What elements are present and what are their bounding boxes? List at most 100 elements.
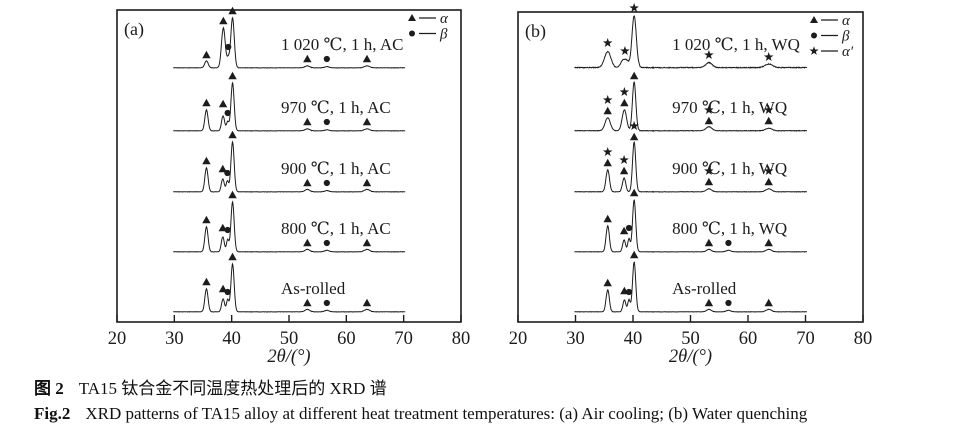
- trace-label: 900 ℃, 1 h, WQ: [672, 159, 787, 178]
- beta-marker-icon: [725, 239, 732, 247]
- x-tick-label: 40: [624, 329, 643, 349]
- alpha-marker-icon: [620, 98, 629, 107]
- xrd-trace: [574, 81, 807, 132]
- legend-phase-label: β: [439, 27, 448, 43]
- xrd-panel-a: 1 020 ℃, 1 h, AC 970 ℃, 1 h, AC 900 ℃, 1 h…: [108, 6, 471, 367]
- alpha-marker-icon: [219, 16, 228, 25]
- x-tick-label: 40: [222, 329, 241, 349]
- trace-label: 970 ℃, 1 h, AC: [281, 98, 391, 117]
- x-tick-label: 30: [165, 329, 184, 349]
- alpha-marker-icon: [764, 298, 773, 307]
- xrd-trace: [574, 199, 807, 253]
- alpha-prime-marker-icon: [763, 52, 774, 62]
- beta-marker-icon: [224, 226, 231, 234]
- alpha-marker-icon: [362, 238, 372, 247]
- trace-label: 1 020 ℃, 1 h, WQ: [672, 35, 800, 54]
- alpha-prime-marker-icon: [620, 46, 630, 56]
- x-tick-label: 80: [854, 329, 873, 349]
- xrd-trace: [173, 200, 406, 253]
- legend-alpha-icon: [810, 16, 818, 23]
- alpha-marker-icon: [202, 98, 211, 107]
- alpha-prime-marker-icon: [602, 38, 613, 48]
- alpha-marker-icon: [218, 99, 228, 108]
- trace-label: 800 ℃, 1 h, WQ: [672, 219, 787, 238]
- trace-label: 1 020 ℃, 1 h, AC: [281, 35, 403, 54]
- beta-marker-icon: [224, 109, 231, 117]
- alpha-prime-marker-icon: [602, 147, 613, 157]
- alpha-prime-marker-icon: [619, 155, 629, 165]
- x-tick-label: 80: [452, 329, 471, 349]
- alpha-marker-icon: [228, 252, 237, 261]
- alpha-marker-icon: [629, 132, 639, 141]
- xrd-panel-b: 1 020 ℃, 1 h, WQ 970 ℃, 1 h, WQ 900 ℃, 1 h…: [509, 3, 873, 367]
- alpha-marker-icon: [218, 164, 227, 173]
- caption-en-prefix: Fig.2: [34, 404, 71, 423]
- panel-tag: (b): [525, 21, 546, 42]
- x-axis-label: 2θ/(°): [267, 347, 310, 367]
- alpha-marker-icon: [202, 215, 211, 224]
- legend-phase-label: α′: [842, 44, 854, 60]
- trace-label: As-rolled: [672, 279, 737, 298]
- alpha-marker-icon: [619, 226, 629, 235]
- x-axis-label: 2θ/(°): [669, 347, 712, 367]
- alpha-prime-marker-icon: [704, 166, 714, 176]
- alpha-marker-icon: [704, 238, 714, 247]
- alpha-marker-icon: [704, 116, 714, 125]
- panel-tag: (a): [124, 19, 144, 40]
- beta-marker-icon: [625, 224, 633, 232]
- legend-beta-icon: [811, 32, 817, 39]
- alpha-marker-icon: [362, 298, 372, 307]
- alpha-marker-icon: [303, 298, 312, 307]
- trace-label: 900 ℃, 1 h, AC: [281, 159, 391, 178]
- xrd-trace: [173, 16, 406, 69]
- legend-phase-label: α: [842, 13, 851, 29]
- beta-marker-icon: [323, 299, 330, 307]
- legend-alpha-icon: [408, 14, 416, 21]
- beta-marker-icon: [225, 43, 232, 51]
- alpha-marker-icon: [362, 117, 372, 126]
- caption-cn-prefix: 图 2: [34, 379, 64, 398]
- alpha-prime-marker-icon: [629, 121, 639, 131]
- alpha-prime-marker-icon: [602, 95, 613, 105]
- xrd-trace: [173, 262, 406, 313]
- beta-marker-icon: [224, 288, 231, 296]
- alpha-marker-icon: [619, 166, 629, 175]
- alpha-marker-icon: [603, 214, 612, 223]
- trace-label: 970 ℃, 1 h, WQ: [672, 98, 787, 117]
- alpha-marker-icon: [764, 177, 773, 186]
- xrd-trace: [574, 261, 807, 313]
- beta-marker-icon: [224, 169, 231, 177]
- alpha-marker-icon: [704, 298, 714, 307]
- caption-cn-text: TA15 钛合金不同温度热处理后的 XRD 谱: [78, 379, 387, 398]
- x-tick-label: 70: [796, 329, 815, 349]
- xrd-trace: [574, 15, 808, 70]
- x-tick-label: 30: [566, 329, 585, 349]
- alpha-marker-icon: [202, 277, 211, 286]
- legend-alpha-prime-icon: [809, 46, 819, 55]
- alpha-prime-marker-icon: [763, 166, 774, 176]
- alpha-marker-icon: [228, 71, 237, 80]
- caption-english: Fig.2 XRD patterns of TA15 alloy at diffe…: [34, 404, 807, 424]
- alpha-marker-icon: [303, 238, 312, 247]
- alpha-marker-icon: [603, 158, 612, 167]
- alpha-marker-icon: [764, 116, 773, 125]
- beta-marker-icon: [323, 239, 330, 247]
- x-tick-label: 50: [681, 329, 700, 349]
- xrd-trace: [173, 140, 406, 193]
- alpha-marker-icon: [303, 54, 312, 63]
- alpha-prime-marker-icon: [629, 3, 639, 13]
- caption-chinese: 图 2 TA15 钛合金不同温度热处理后的 XRD 谱: [34, 374, 387, 399]
- beta-marker-icon: [625, 288, 633, 296]
- x-tick-label: 20: [108, 329, 127, 349]
- beta-marker-icon: [323, 118, 330, 126]
- trace-label: As-rolled: [281, 279, 346, 298]
- alpha-marker-icon: [202, 50, 211, 59]
- alpha-marker-icon: [704, 177, 714, 186]
- alpha-prime-marker-icon: [704, 105, 714, 115]
- alpha-marker-icon: [603, 278, 612, 287]
- alpha-prime-marker-icon: [704, 50, 714, 60]
- beta-marker-icon: [323, 55, 330, 63]
- legend-phase-label: α: [440, 11, 449, 27]
- trace-label: 800 ℃, 1 h, AC: [281, 219, 391, 238]
